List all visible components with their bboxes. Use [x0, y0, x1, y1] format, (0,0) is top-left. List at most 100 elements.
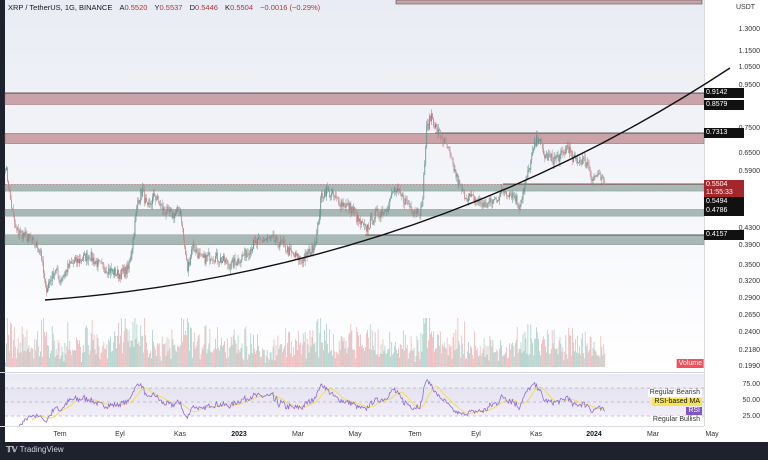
candle: [447, 146, 449, 148]
volume-bar: [585, 345, 587, 367]
candle: [598, 172, 600, 175]
trend-curve[interactable]: [44, 67, 731, 301]
volume-bar: [271, 359, 273, 367]
legend-rsi[interactable]: RSI: [686, 407, 702, 415]
volume-bar: [330, 351, 331, 367]
candle: [167, 206, 169, 208]
tradingview-logo[interactable]: 𝕋𝕍 TradingView: [6, 445, 64, 454]
volume-bar: [522, 334, 524, 367]
resistance-zone[interactable]: [4, 92, 705, 105]
candle: [436, 124, 437, 128]
candle: [80, 259, 81, 262]
volume-bar: [275, 345, 277, 367]
volume-bar: [393, 352, 395, 367]
volume-bar: [392, 354, 394, 367]
volume-bar: [327, 343, 328, 367]
candle: [371, 216, 373, 225]
candle: [215, 255, 217, 262]
candle: [425, 146, 427, 164]
volume-bar: [285, 328, 287, 367]
symbol-name[interactable]: XRP / TetherUS, 1G, BINANCE: [8, 3, 113, 12]
volume-bar: [467, 351, 468, 367]
volume-bar: [39, 356, 41, 367]
volume-bar: [319, 332, 321, 367]
candle: [533, 148, 535, 150]
candle: [392, 191, 394, 193]
candle: [350, 203, 352, 214]
candle: [254, 240, 255, 242]
volume-label[interactable]: Volume: [676, 359, 704, 368]
volume-bar: [211, 351, 213, 367]
volume-bar: [498, 360, 500, 367]
candle: [46, 285, 47, 293]
candle: [465, 198, 467, 200]
candle: [576, 158, 577, 160]
volume-bar: [430, 333, 432, 367]
volume-bar: [553, 329, 555, 367]
volume-bar: [79, 340, 80, 367]
candle: [78, 258, 79, 264]
candle: [361, 221, 362, 225]
price-axis-tick: 0.3900: [738, 242, 760, 250]
candle: [168, 207, 170, 212]
volume-bar: [543, 336, 544, 367]
candle: [538, 139, 539, 143]
volume-bar: [437, 335, 439, 367]
candle: [437, 129, 439, 135]
volume-bar: [95, 354, 97, 367]
currency-button[interactable]: USDT: [733, 2, 759, 13]
candle: [205, 255, 207, 264]
volume-bar: [492, 339, 494, 367]
volume-bar: [573, 342, 574, 367]
candle: [256, 240, 257, 244]
candle: [416, 208, 418, 214]
candle: [271, 235, 273, 237]
candle: [513, 195, 515, 197]
legend-rsi-ma[interactable]: RSI-based MA: [652, 398, 702, 406]
candle: [458, 180, 460, 185]
price-chart[interactable]: [0, 0, 768, 442]
volume-bar: [153, 341, 154, 367]
volume-bar: [440, 353, 442, 367]
volume-bar: [396, 349, 397, 367]
candle: [198, 252, 200, 259]
volume-bar: [196, 341, 198, 367]
volume-bar: [505, 352, 506, 367]
volume-bar: [529, 353, 531, 367]
volume-bar: [473, 331, 475, 367]
time-axis-label: Tem: [408, 431, 422, 438]
volume-bar: [555, 349, 557, 367]
candle: [244, 248, 246, 256]
candle: [151, 204, 152, 205]
volume-bar: [549, 353, 551, 367]
volume-bar: [167, 351, 169, 367]
volume-bar: [80, 346, 81, 367]
resistance-zone[interactable]: [4, 133, 705, 144]
candle: [342, 202, 344, 207]
volume-bar: [8, 334, 9, 367]
candle: [325, 190, 326, 197]
candle: [289, 247, 290, 256]
volume-bar: [129, 347, 131, 367]
candle: [451, 156, 453, 158]
support-zone[interactable]: [4, 184, 705, 192]
volume-bar: [443, 342, 445, 367]
volume-bar: [45, 336, 46, 367]
candle: [512, 192, 514, 196]
volume-bar: [550, 348, 552, 367]
legend-regular-bullish[interactable]: Regular Bullish: [650, 416, 702, 424]
volume-bar: [289, 331, 290, 367]
candle: [439, 131, 441, 138]
candle: [21, 231, 23, 240]
volume-bar: [256, 350, 257, 367]
candle: [397, 188, 398, 191]
candle: [76, 257, 77, 263]
volume-bar: [162, 344, 164, 367]
candle: [524, 183, 526, 190]
volume-bar: [133, 346, 135, 367]
candle: [482, 203, 484, 207]
candle: [562, 151, 564, 153]
legend-regular-bearish[interactable]: Regular Bearish: [647, 389, 702, 397]
volume-bar: [356, 326, 358, 367]
volume-bar: [97, 337, 99, 367]
